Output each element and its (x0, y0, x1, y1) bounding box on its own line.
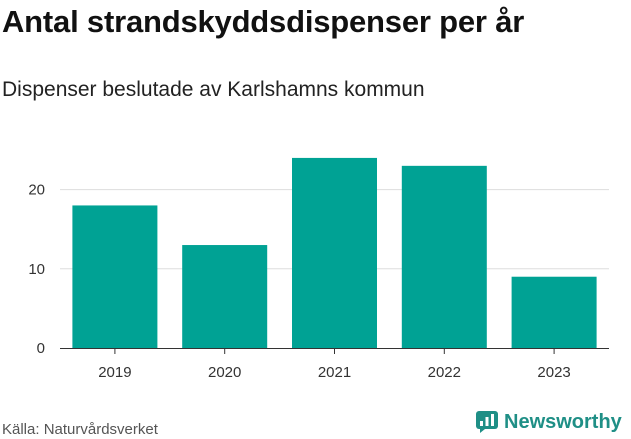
brand-name: Newsworthy (504, 410, 622, 433)
bar-2023 (511, 276, 597, 348)
y-tick-label: 0 (37, 340, 45, 357)
chart-subtitle: Dispenser beslutade av Karlshamns kommun (2, 78, 425, 101)
bar-2022 (401, 165, 487, 348)
x-tick-label: 2022 (428, 364, 461, 381)
chart-title: Antal strandskyddsdispenser per år (2, 4, 525, 39)
axes: 0 10 20 2019 2020 2021 2022 2023 (28, 182, 609, 381)
x-tick-label: 2019 (98, 364, 131, 381)
brand-logo: Newsworthy (476, 407, 622, 437)
y-tick-label: 20 (28, 182, 45, 199)
bar-2020 (182, 245, 268, 348)
x-tick-label: 2020 (208, 364, 241, 381)
y-tick-label: 10 (28, 261, 45, 278)
bar-chart: 0 10 20 2019 2020 2021 2022 2023 (28, 157, 609, 381)
bar-2021 (292, 157, 377, 348)
bar-2019 (72, 205, 158, 348)
newsworthy-logo-icon (476, 411, 498, 433)
x-tick-label: 2021 (318, 364, 351, 381)
x-tick-label: 2023 (537, 364, 570, 381)
bars (72, 157, 597, 348)
source-note: Källa: Naturvårdsverket (2, 421, 158, 438)
